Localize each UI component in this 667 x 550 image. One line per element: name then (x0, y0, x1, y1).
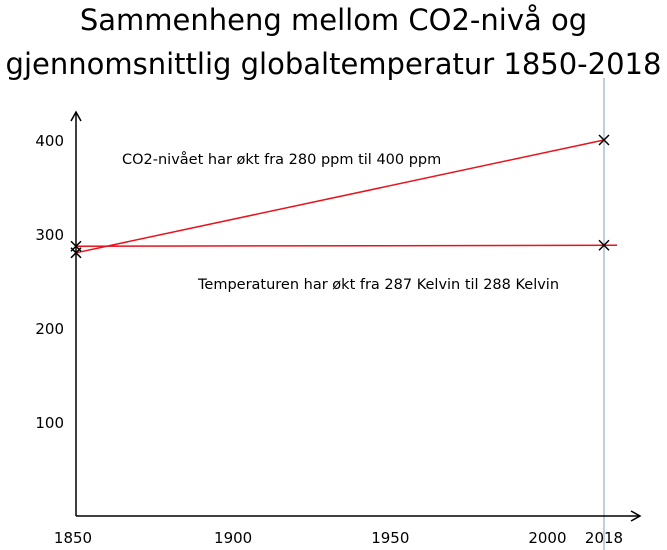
y-tick-label: 200 (35, 320, 64, 338)
x-tick-label: 1850 (54, 529, 92, 547)
data-point-marker (598, 239, 610, 251)
x-tick-label: 1900 (214, 529, 252, 547)
series-line-co2 (75, 139, 605, 254)
temperature-annotation: Temperaturen har økt fra 287 Kelvin til … (197, 277, 559, 293)
x-axis-arrow (630, 510, 642, 522)
data-point-marker (598, 134, 610, 146)
x-tick-label: 1950 (371, 529, 409, 547)
y-tick-label: 100 (35, 414, 64, 432)
y-axis-arrow (70, 110, 82, 122)
chart-title-line-2: gjennomsnittlig globaltemperatur 1850-20… (5, 47, 662, 81)
series-line-temperature (75, 244, 618, 247)
co2-annotation: CO2-nivået har økt fra 280 ppm til 400 p… (122, 151, 441, 168)
x-tick-label: 2018 (585, 529, 623, 547)
y-tick-label: 400 (35, 132, 64, 150)
x-tick-label: 2000 (528, 529, 566, 547)
chart-title-line-1: Sammenheng mellom CO2-nivå og (79, 3, 588, 37)
data-point-marker (70, 240, 82, 252)
y-tick-label: 300 (35, 226, 64, 244)
